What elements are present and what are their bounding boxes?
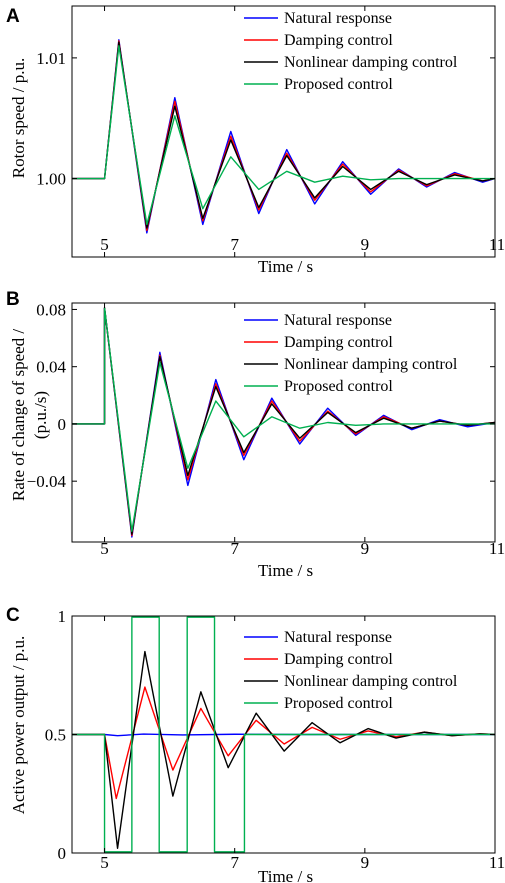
x-tick-label: 7: [230, 853, 239, 872]
y-tick-label: 0: [58, 415, 67, 434]
y-tick-label: 1.01: [36, 49, 66, 68]
legend-label: Natural response: [284, 10, 392, 27]
x-tick-label: 7: [230, 235, 239, 254]
x-tick-label: 11: [489, 539, 505, 558]
chart-panel-c: C 5 7 9 11 0 0.5 1 Time / s Active power output /…: [6, 605, 505, 883]
x-tick-label: 9: [361, 235, 370, 254]
y-tick-label: 0.04: [36, 358, 66, 377]
series-line-proposed-control: [72, 307, 495, 532]
y-tick-label: 1.00: [36, 170, 66, 189]
y-axis-label: Rotor speed / p.u.: [9, 58, 28, 178]
panel-letter: B: [6, 289, 20, 310]
x-axis-label: Time / s: [258, 867, 313, 883]
legend-label: Damping control: [284, 32, 393, 49]
x-tick-label: 5: [100, 235, 109, 254]
series-line-proposed-control: [72, 45, 495, 226]
panel-letter: A: [6, 6, 20, 27]
legend-label: Natural response: [284, 312, 392, 329]
series-group: [72, 616, 495, 853]
x-tick-label: 5: [100, 853, 109, 872]
legend-label: Proposed control: [284, 378, 393, 395]
x-axis-label: Time / s: [258, 561, 313, 580]
y-tick-label: 0.5: [45, 726, 66, 745]
series-group: [72, 39, 495, 234]
legend-label: Proposed control: [284, 76, 393, 93]
chart-panel-a: A 5 7 9 11 1.00 1.01 Time / s Rotor speed / p.u.…: [6, 5, 505, 276]
x-tick-label: 11: [489, 853, 505, 872]
x-axis-label: Time / s: [258, 257, 313, 276]
legend-label: Nonlinear damping control: [284, 356, 458, 373]
panel-letter: C: [6, 605, 20, 626]
legend: Natural response Damping control Nonlinear…: [244, 312, 458, 395]
y-axis-label-line: Rate of change of speed /: [9, 329, 28, 502]
x-tick-label: 9: [361, 539, 370, 558]
y-axis-label: Active power output / p.u.: [9, 636, 28, 814]
y-axis-label-line: (p.u./s): [31, 391, 50, 439]
x-tick-label: 7: [230, 539, 239, 558]
legend: Natural response Damping control Nonlinear…: [244, 629, 458, 712]
series-line-proposed-control: [72, 616, 495, 853]
legend-label: Nonlinear damping control: [284, 54, 458, 71]
y-tick-label: 0: [58, 844, 67, 863]
y-axis-label: Rate of change of speed / (p.u./s): [9, 329, 50, 502]
x-tick-label: 11: [489, 235, 505, 254]
plot-frame: [71, 5, 496, 258]
legend-label: Proposed control: [284, 695, 393, 712]
x-tick-label: 9: [361, 853, 370, 872]
legend-label: Damping control: [284, 651, 393, 668]
series-group: [72, 307, 495, 538]
plot-frame: [71, 302, 496, 543]
y-tick-label: −0.04: [27, 472, 67, 491]
chart-panel-b: B 5 7 9 11 −0.04 0 0.04 0.08 Time / s Rate of chan…: [6, 289, 505, 580]
x-tick-label: 5: [100, 539, 109, 558]
y-tick-label: 1: [58, 607, 67, 626]
series-line-nonlinear-damping-control: [72, 650, 495, 849]
legend-label: Damping control: [284, 334, 393, 351]
legend: Natural response Damping control Nonlinear…: [244, 10, 458, 93]
legend-label: Natural response: [284, 629, 392, 646]
legend-label: Nonlinear damping control: [284, 673, 458, 690]
y-tick-label: 0.08: [36, 300, 66, 319]
